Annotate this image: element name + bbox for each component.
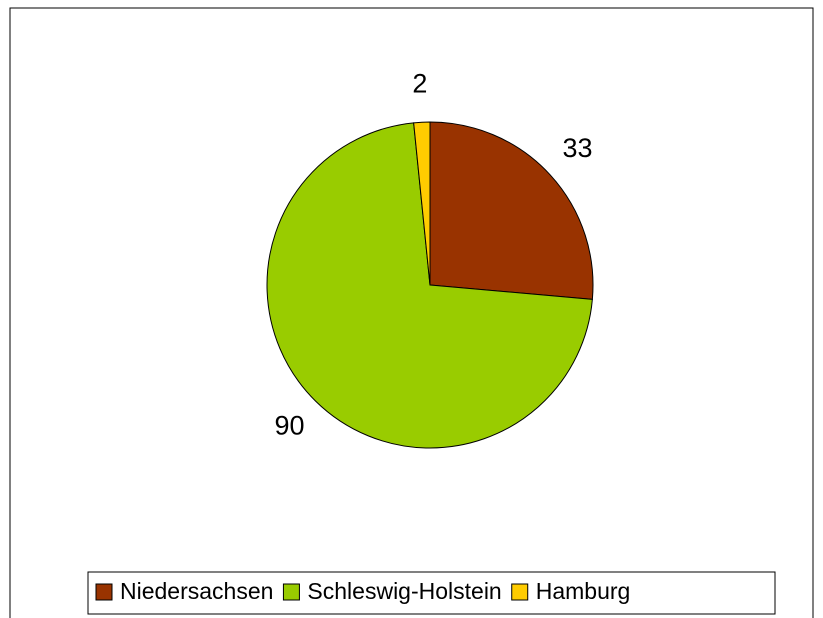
data-label: 33 <box>562 133 592 163</box>
legend-swatch <box>95 583 113 601</box>
chart-frame <box>9 7 814 618</box>
legend-label: Hamburg <box>536 578 631 604</box>
legend-label: Schleswig-Holstein <box>307 578 501 604</box>
data-label: 2 <box>412 68 427 98</box>
pie-slice <box>413 121 431 286</box>
legend-swatch <box>282 583 300 601</box>
pie-slice <box>429 121 594 300</box>
legend-label: Niedersachsen <box>120 578 273 604</box>
data-label: 90 <box>274 410 304 440</box>
legend-swatch <box>511 583 529 601</box>
legend-box <box>87 571 776 615</box>
pie-slice <box>266 122 593 449</box>
